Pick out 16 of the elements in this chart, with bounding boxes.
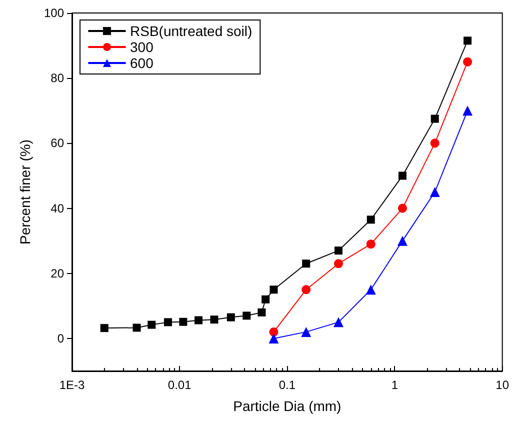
x-tick-label: 10 bbox=[496, 378, 510, 392]
x-tick-label: 1 bbox=[391, 378, 398, 392]
x-axis-title: Particle Dia (mm) bbox=[233, 398, 342, 414]
x-tick-label: 0.1 bbox=[278, 378, 296, 392]
y-tick-label: 100 bbox=[44, 6, 64, 20]
y-tick-label: 0 bbox=[57, 331, 64, 346]
y-tick-label: 40 bbox=[50, 201, 64, 216]
y-axis-title: Percent finer (%) bbox=[17, 139, 33, 245]
x-tick-label: 0.01 bbox=[168, 378, 192, 392]
legend-label: 300 bbox=[130, 39, 154, 55]
y-tick-label: 80 bbox=[50, 71, 64, 86]
y-tick-label: 60 bbox=[50, 136, 64, 150]
legend-label: RSB(untreated soil) bbox=[130, 23, 252, 39]
x-tick-label: 1E-3 bbox=[59, 378, 85, 392]
legend-label: 600 bbox=[130, 55, 154, 71]
y-tick-label: 20 bbox=[50, 266, 64, 280]
